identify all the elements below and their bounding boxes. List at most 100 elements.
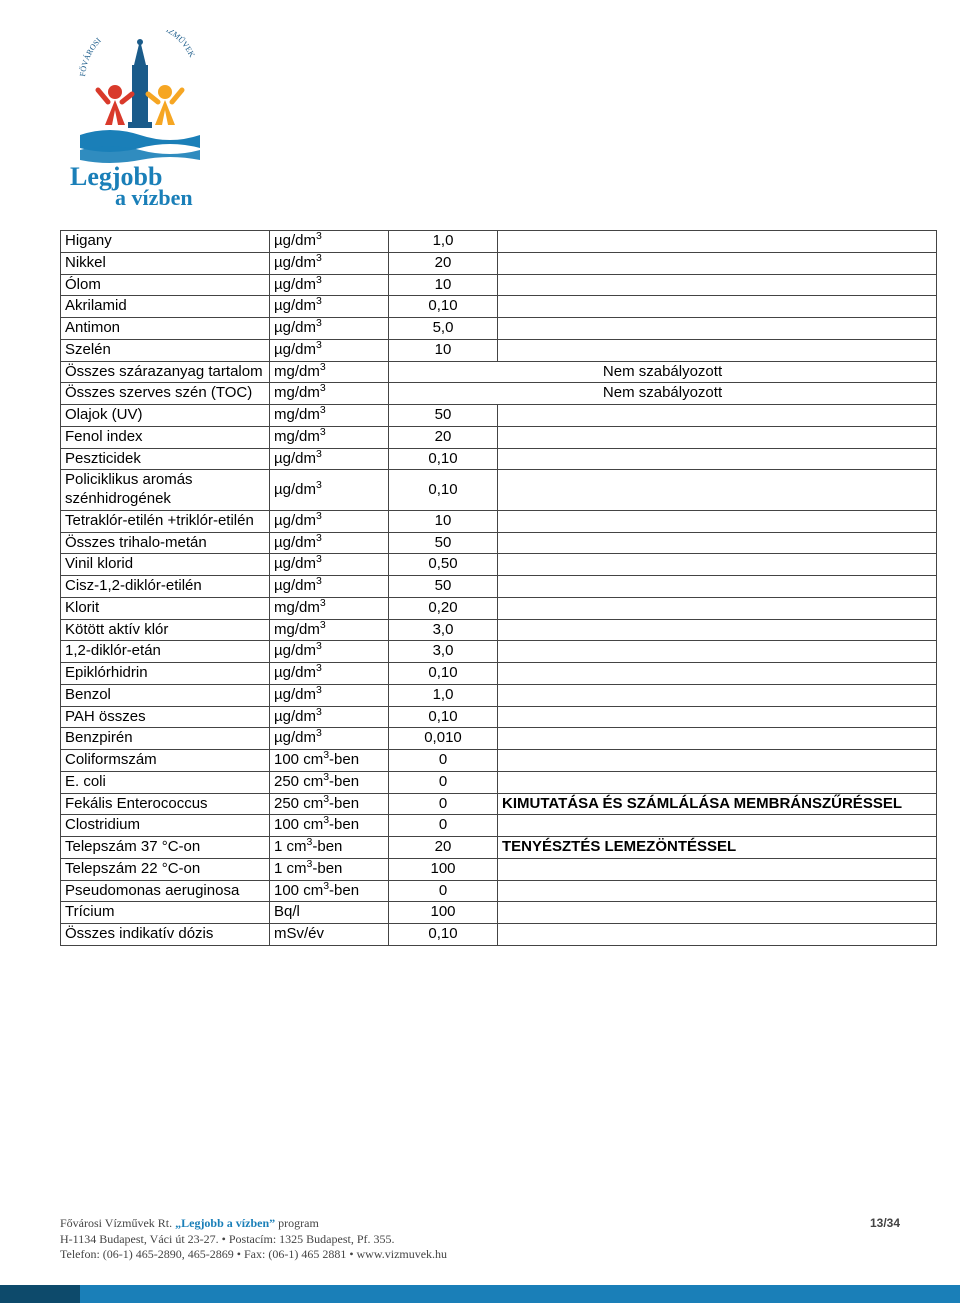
table-row: Antimonµg/dm35,0 <box>61 318 937 340</box>
param-unit: µg/dm3 <box>270 448 389 470</box>
table-row: Kloritmg/dm30,20 <box>61 597 937 619</box>
param-unit: mg/dm3 <box>270 383 389 405</box>
table-row: Fenol indexmg/dm320 <box>61 426 937 448</box>
bottom-bar <box>0 1285 960 1303</box>
param-name: Összes szárazanyag tartalom <box>61 361 270 383</box>
param-value: 0,10 <box>389 706 498 728</box>
table-row: Benzolµg/dm31,0 <box>61 684 937 706</box>
table-row: Ólomµg/dm310 <box>61 274 937 296</box>
table-row: Olajok (UV)mg/dm350 <box>61 405 937 427</box>
table-row: TríciumBq/l100 <box>61 902 937 924</box>
param-unit: 250 cm3-ben <box>270 771 389 793</box>
param-name: Ólom <box>61 274 270 296</box>
page-footer: Fővárosi Vízművek Rt. „Legjobb a vízben”… <box>60 1216 900 1263</box>
table-row: E. coli250 cm3-ben0 <box>61 771 937 793</box>
table-row: Összes szárazanyag tartalommg/dm3Nem sza… <box>61 361 937 383</box>
param-unit: mg/dm3 <box>270 426 389 448</box>
table-row: Cisz-1,2-diklór-etilénµg/dm350 <box>61 576 937 598</box>
param-unit: 100 cm3-ben <box>270 750 389 772</box>
param-value: 20 <box>389 252 498 274</box>
param-name: Kötött aktív klór <box>61 619 270 641</box>
param-name: PAH összes <box>61 706 270 728</box>
param-unit: µg/dm3 <box>270 296 389 318</box>
param-value: 3,0 <box>389 619 498 641</box>
param-note <box>498 750 937 772</box>
param-value: 50 <box>389 576 498 598</box>
param-unit: µg/dm3 <box>270 684 389 706</box>
param-value: 0,10 <box>389 924 498 946</box>
param-value: 0,010 <box>389 728 498 750</box>
param-unit: mg/dm3 <box>270 597 389 619</box>
param-name: E. coli <box>61 771 270 793</box>
param-name: Benzol <box>61 684 270 706</box>
param-unit: µg/dm3 <box>270 728 389 750</box>
param-name: Olajok (UV) <box>61 405 270 427</box>
param-name: Policiklikus aromás szénhidrogének <box>61 470 270 511</box>
param-name: Összes indikatív dózis <box>61 924 270 946</box>
param-value: 50 <box>389 532 498 554</box>
param-value: 0,10 <box>389 448 498 470</box>
param-name: Telepszám 22 °C-on <box>61 858 270 880</box>
param-name: Akrilamid <box>61 296 270 318</box>
logo-arc-right: VÍZMŰVEK <box>159 30 196 59</box>
param-value: 10 <box>389 510 498 532</box>
param-value: 1,0 <box>389 684 498 706</box>
param-name: Clostridium <box>61 815 270 837</box>
table-row: Peszticidekµg/dm30,10 <box>61 448 937 470</box>
param-note <box>498 510 937 532</box>
param-note <box>498 728 937 750</box>
param-unit: µg/dm3 <box>270 532 389 554</box>
param-value: 10 <box>389 274 498 296</box>
table-row: Pseudomonas aeruginosa100 cm3-ben0 <box>61 880 937 902</box>
param-note <box>498 231 937 253</box>
param-name: Fenol index <box>61 426 270 448</box>
param-note <box>498 641 937 663</box>
param-unit: Bq/l <box>270 902 389 924</box>
param-unit: 100 cm3-ben <box>270 880 389 902</box>
param-name: Peszticidek <box>61 448 270 470</box>
table-row: Összes indikatív dózismSv/év0,10 <box>61 924 937 946</box>
param-value: Nem szabályozott <box>389 361 937 383</box>
param-unit: mg/dm3 <box>270 405 389 427</box>
logo-script-bottom: a vízben <box>115 185 193 210</box>
param-note <box>498 426 937 448</box>
param-name: Szelén <box>61 339 270 361</box>
param-value: 0,10 <box>389 296 498 318</box>
param-unit: µg/dm3 <box>270 641 389 663</box>
table-row: Higanyµg/dm31,0 <box>61 231 937 253</box>
footer-program: „Legjobb a vízben” <box>175 1216 275 1230</box>
table-row: Tetraklór-etilén +triklór-etilénµg/dm310 <box>61 510 937 532</box>
param-unit: µg/dm3 <box>270 318 389 340</box>
param-name: Higany <box>61 231 270 253</box>
svg-text:FŐVÁROSI: FŐVÁROSI <box>78 36 103 77</box>
table-row: Telepszám 22 °C-on1 cm3-ben100 <box>61 858 937 880</box>
table-row: Kötött aktív klórmg/dm33,0 <box>61 619 937 641</box>
param-value: 20 <box>389 426 498 448</box>
param-value: 20 <box>389 837 498 859</box>
param-value: 0,10 <box>389 663 498 685</box>
param-note <box>498 597 937 619</box>
bottom-bar-dark-segment <box>0 1285 80 1303</box>
param-value: 100 <box>389 902 498 924</box>
param-unit: µg/dm3 <box>270 510 389 532</box>
param-note <box>498 771 937 793</box>
logo-arc-left: FŐVÁROSI <box>78 36 103 77</box>
param-note <box>498 576 937 598</box>
param-note <box>498 339 937 361</box>
param-name: Epiklórhidrin <box>61 663 270 685</box>
param-unit: 1 cm3-ben <box>270 858 389 880</box>
param-note <box>498 252 937 274</box>
table-row: Clostridium100 cm3-ben0 <box>61 815 937 837</box>
param-value: 0 <box>389 815 498 837</box>
param-unit: µg/dm3 <box>270 663 389 685</box>
param-name: Tetraklór-etilén +triklór-etilén <box>61 510 270 532</box>
page: FŐVÁROSI VÍZMŰVEK Legjobb a vízben <box>0 0 960 1303</box>
footer-program-suffix: program <box>275 1216 319 1230</box>
param-note <box>498 880 937 902</box>
param-value: 0,50 <box>389 554 498 576</box>
param-value: 5,0 <box>389 318 498 340</box>
param-value: Nem szabályozott <box>389 383 937 405</box>
table-row: Összes trihalo-metánµg/dm350 <box>61 532 937 554</box>
param-name: Benzpirén <box>61 728 270 750</box>
param-name: Nikkel <box>61 252 270 274</box>
